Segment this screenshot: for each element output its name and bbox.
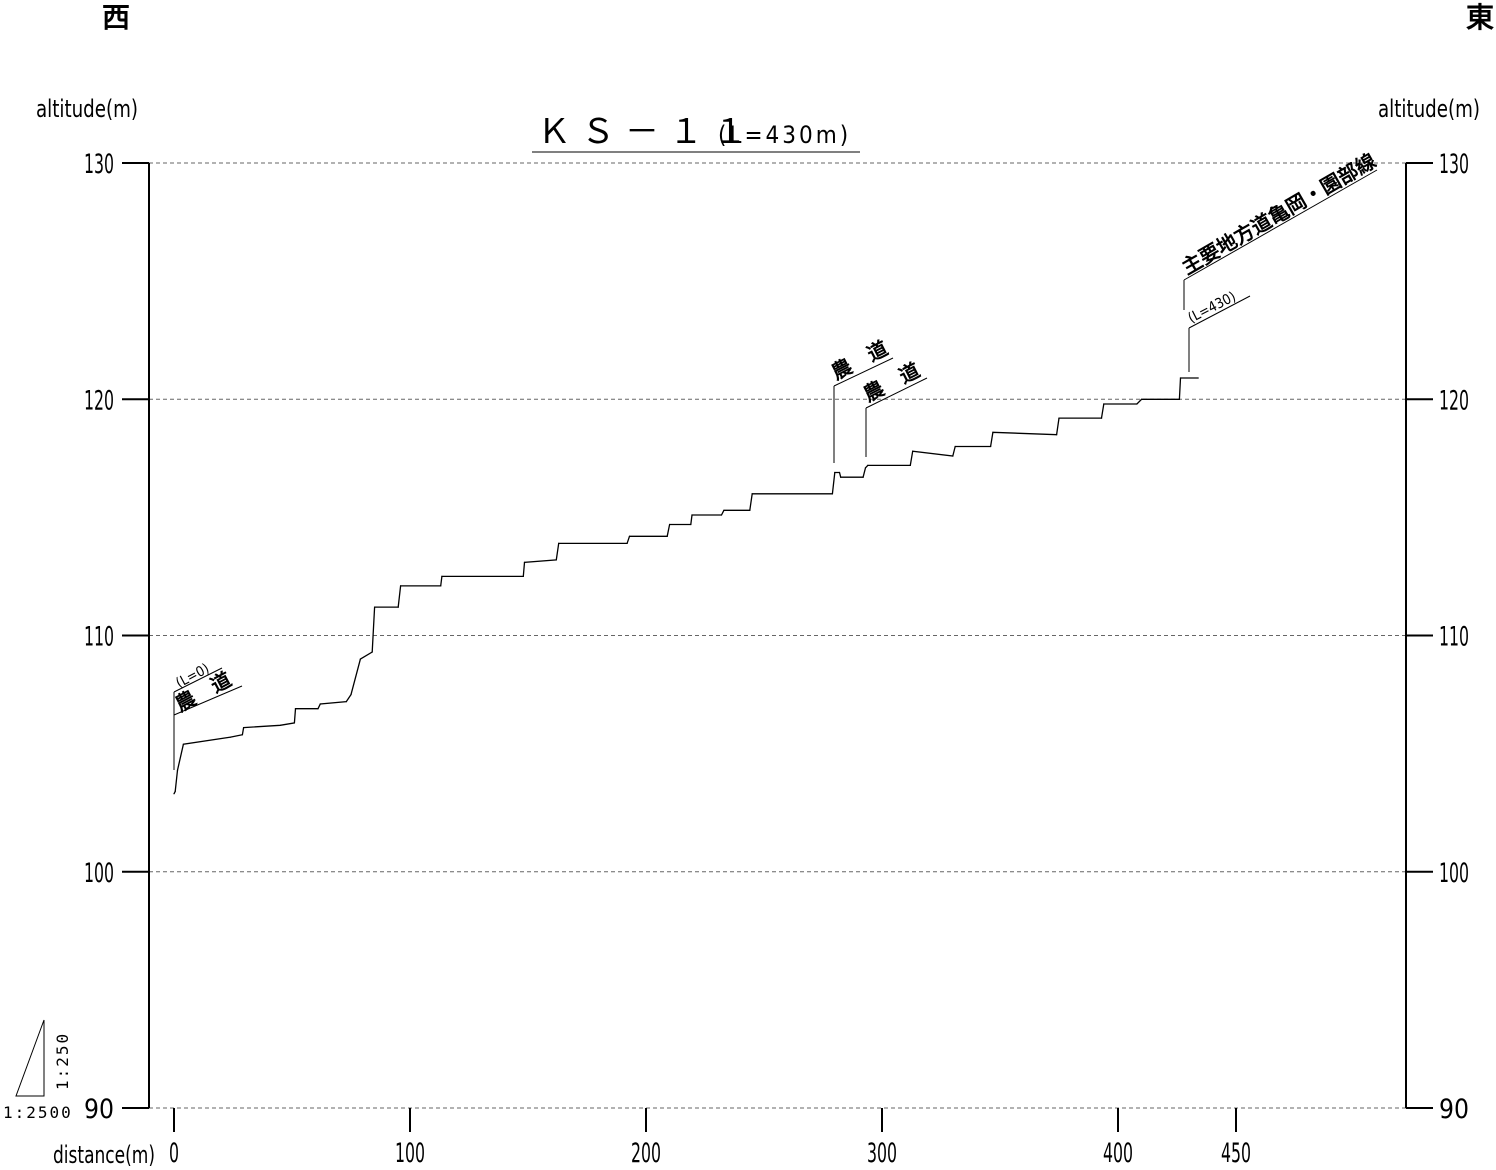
x-tick-label-100: 100 <box>395 1138 425 1169</box>
profile-point-0 <box>173 793 175 795</box>
profile-point-33 <box>749 509 751 511</box>
profile-point-23 <box>555 559 557 561</box>
profile-point-54 <box>1178 398 1180 400</box>
profile-point-25 <box>626 542 628 545</box>
scale-triangle <box>15 1019 45 1097</box>
y-axis-title-right: altitude(m) <box>1378 95 1480 123</box>
profile-point-11 <box>319 703 321 705</box>
profile-point-1 <box>174 790 176 793</box>
profile-point-50 <box>1100 417 1103 419</box>
x-axis-title: distance(m) <box>53 1141 155 1169</box>
annotation-baseline-3 <box>865 377 928 409</box>
y-tick-label-left-90: 90 <box>84 1094 114 1125</box>
profile-point-15 <box>371 651 373 653</box>
profile-point-16 <box>374 606 376 608</box>
annotation-label-4: (L=430) <box>1186 289 1239 327</box>
annotation-baseline-2 <box>833 357 894 387</box>
profile-point-5 <box>241 734 243 736</box>
profile-point-30 <box>691 514 693 516</box>
x-tick-label-450: 450 <box>1221 1138 1251 1169</box>
profile-point-35 <box>831 493 834 495</box>
x-tick-labels: 0 100 200 300 400 450 <box>169 1138 1251 1169</box>
profile-point-21 <box>522 575 524 578</box>
chart-subtitle: (L=430m) <box>718 121 851 149</box>
profile-point-41 <box>867 464 869 466</box>
x-tick-label-0: 0 <box>169 1138 179 1169</box>
y-tick-label-right-120: 120 <box>1439 385 1469 416</box>
profile-point-26 <box>628 535 631 537</box>
profile-point-38 <box>840 476 842 478</box>
profile-point-18 <box>400 585 402 587</box>
profile-point-48 <box>1056 434 1058 436</box>
x-tick-label-400: 400 <box>1103 1138 1133 1169</box>
profile-point-39 <box>862 476 864 478</box>
y-tick-label-right-90: 90 <box>1439 1094 1469 1125</box>
annotation-baseline-4 <box>1188 295 1251 329</box>
profile-point-3 <box>182 743 184 745</box>
profile-point-19 <box>440 585 442 587</box>
y-tick-label-left-110: 110 <box>84 622 114 653</box>
series-layer <box>173 377 1199 795</box>
profile-point-13 <box>350 694 352 696</box>
annotation-baseline-1 <box>173 667 223 693</box>
west-direction-label: 西 <box>102 1 130 34</box>
y-tick-labels: 130 130 120 120 110 110 100 100 90 90 <box>84 149 1469 1125</box>
profile-point-14 <box>359 658 361 660</box>
profile-point-53 <box>1141 398 1143 400</box>
profile-point-44 <box>952 455 954 457</box>
profile-point-43 <box>912 450 914 452</box>
profile-point-24 <box>558 542 560 545</box>
profile-point-10 <box>317 708 319 710</box>
profile-point-29 <box>690 523 692 526</box>
profile-point-51 <box>1103 403 1105 405</box>
y-tick-label-left-100: 100 <box>84 858 114 889</box>
x-tick-label-200: 200 <box>631 1138 661 1169</box>
profile-point-45 <box>954 445 956 448</box>
profile-point-9 <box>294 708 297 710</box>
profile-point-52 <box>1136 403 1138 405</box>
profile-point-46 <box>990 445 992 448</box>
annotation-baseline-0 <box>173 685 243 716</box>
profile-point-7 <box>279 724 281 726</box>
profile-point-31 <box>720 514 723 516</box>
profile-point-8 <box>293 722 295 724</box>
profile-point-32 <box>723 509 725 511</box>
profile-point-34 <box>751 493 753 495</box>
annotation-label-5: 主要地方道亀岡・園部線 <box>1178 149 1381 280</box>
profile-point-27 <box>666 535 668 537</box>
axes <box>122 162 1433 1132</box>
annotations: 農 道(L=0)農 道農 道(L=430)主要地方道亀岡・園部線 <box>171 149 1380 770</box>
profile-point-2 <box>176 769 179 771</box>
profile-point-49 <box>1058 417 1060 419</box>
x-tick-label-300: 300 <box>867 1138 897 1169</box>
y-tick-label-left-120: 120 <box>84 385 114 416</box>
profile-point-12 <box>345 701 347 703</box>
profile-point-37 <box>838 471 841 474</box>
scale-indicator: 1:250 1:2500 <box>3 1019 73 1122</box>
profile-point-22 <box>523 561 526 563</box>
y-tick-label-left-130: 130 <box>84 149 114 180</box>
profile-point-40 <box>864 467 867 469</box>
vertical-scale-label: 1:250 <box>53 1032 72 1090</box>
profile-line-0 <box>173 377 1199 795</box>
east-direction-label: 東 <box>1466 1 1494 34</box>
annotation-baseline-5 <box>1183 169 1378 281</box>
profile-point-17 <box>397 606 399 608</box>
profile-point-55 <box>1179 377 1182 379</box>
profile-point-4 <box>230 736 232 738</box>
profile-point-20 <box>441 575 443 578</box>
chart-title: ＫＳ－１１ <box>537 112 757 152</box>
profile-point-6 <box>243 727 245 729</box>
profile-point-36 <box>834 471 836 474</box>
profile-point-56 <box>1197 377 1199 379</box>
profile-point-47 <box>992 431 994 433</box>
profile-point-42 <box>909 464 911 466</box>
horizontal-scale-label: 1:2500 <box>3 1103 73 1122</box>
y-tick-label-right-130: 130 <box>1439 149 1469 180</box>
profile-point-28 <box>669 523 671 526</box>
y-tick-label-right-100: 100 <box>1439 858 1469 889</box>
y-tick-label-right-110: 110 <box>1439 622 1469 653</box>
y-axis-title-left: altitude(m) <box>36 95 138 123</box>
